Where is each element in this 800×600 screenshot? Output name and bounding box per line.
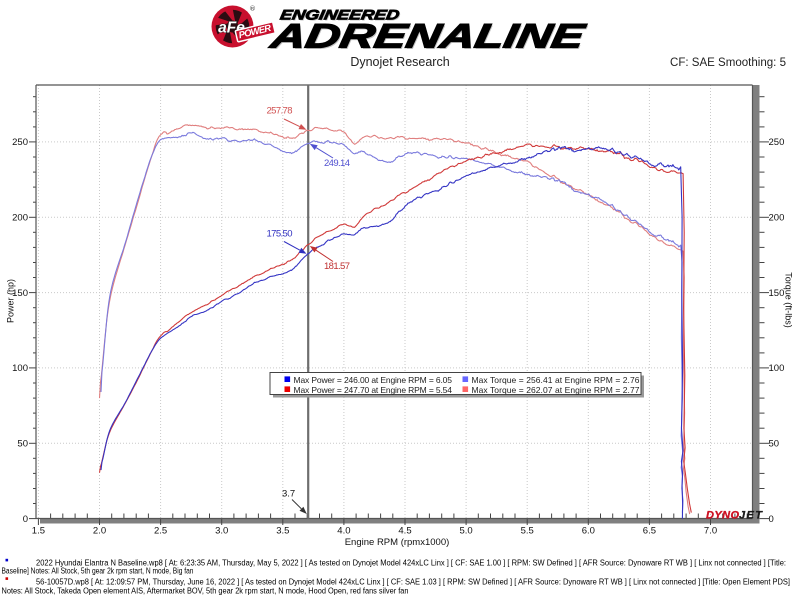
- svg-text:R: R: [251, 6, 255, 12]
- svg-text:CF: SAE Smoothing: 5: CF: SAE Smoothing: 5: [670, 57, 786, 69]
- svg-text:200: 200: [12, 213, 28, 224]
- svg-text:2.0: 2.0: [93, 526, 106, 537]
- svg-text:Dynojet Research: Dynojet Research: [350, 55, 449, 69]
- svg-text:6.0: 6.0: [582, 526, 595, 537]
- svg-text:4.5: 4.5: [398, 526, 411, 537]
- svg-text:Max Torque = 256.41 at Engine: Max Torque = 256.41 at Engine RPM = 2.76: [472, 375, 640, 385]
- svg-text:50: 50: [17, 439, 28, 450]
- svg-text:100: 100: [769, 363, 785, 374]
- svg-text:5.0: 5.0: [459, 526, 472, 537]
- svg-text:5.5: 5.5: [521, 526, 534, 537]
- svg-text:ENGINEERED: ENGINEERED: [279, 7, 401, 23]
- svg-text:0: 0: [769, 514, 774, 525]
- svg-text:2.5: 2.5: [154, 526, 167, 537]
- svg-text:100: 100: [12, 363, 28, 374]
- svg-text:Engine RPM (rpmx1000): Engine RPM (rpmx1000): [345, 537, 450, 548]
- svg-text:175.50: 175.50: [267, 229, 293, 240]
- svg-text:JET: JET: [739, 510, 763, 522]
- svg-text:200: 200: [769, 213, 785, 224]
- svg-text:ADRENALINE: ADRENALINE: [267, 18, 589, 56]
- svg-text:181.57: 181.57: [324, 261, 350, 272]
- svg-text:Notes: All Stock, Takeda Open: Notes: All Stock, Takeda Open element AI…: [2, 586, 409, 595]
- svg-text:3.5: 3.5: [276, 526, 289, 537]
- svg-text:Power (hp): Power (hp): [6, 279, 16, 323]
- svg-text:0: 0: [23, 514, 28, 525]
- svg-text:50: 50: [769, 439, 780, 450]
- svg-text:Baseline] Notes: All Stock, 5: Baseline] Notes: All Stock, 5th gear 2k …: [2, 567, 194, 576]
- svg-text:249.14: 249.14: [324, 158, 350, 169]
- svg-text:7.0: 7.0: [704, 526, 717, 537]
- svg-text:Max Power = 247.70 at Engine R: Max Power = 247.70 at Engine RPM = 5.54: [294, 385, 453, 395]
- svg-text:2022 Hyundai Elantra N Baselin: 2022 Hyundai Elantra N Baseline.wp8 [ At…: [36, 558, 786, 567]
- svg-text:ENGINEERED: ENGINEERED: [280, 7, 402, 23]
- svg-text:Torque (ft-lbs): Torque (ft-lbs): [784, 272, 794, 328]
- svg-text:Max Torque = 262.07 at Engine: Max Torque = 262.07 at Engine RPM = 2.77: [472, 385, 640, 395]
- svg-text:3.0: 3.0: [215, 526, 228, 537]
- svg-text:150: 150: [12, 288, 28, 299]
- svg-text:DYNO: DYNO: [706, 510, 739, 522]
- svg-text:3.7: 3.7: [282, 489, 295, 500]
- svg-text:4.0: 4.0: [337, 526, 350, 537]
- svg-text:6.5: 6.5: [643, 526, 656, 537]
- svg-text:150: 150: [769, 288, 785, 299]
- svg-text:250: 250: [769, 137, 785, 148]
- svg-text:56-10057D.wp8 [ At: 12:09:57 P: 56-10057D.wp8 [ At: 12:09:57 PM, Thursda…: [36, 577, 790, 586]
- svg-text:257.78: 257.78: [267, 106, 293, 117]
- svg-text:1.5: 1.5: [32, 526, 45, 537]
- svg-text:250: 250: [12, 137, 28, 148]
- svg-text:Max Power = 246.00 at Engine R: Max Power = 246.00 at Engine RPM = 6.05: [294, 375, 453, 385]
- svg-text:ADRENALINE: ADRENALINE: [268, 19, 590, 57]
